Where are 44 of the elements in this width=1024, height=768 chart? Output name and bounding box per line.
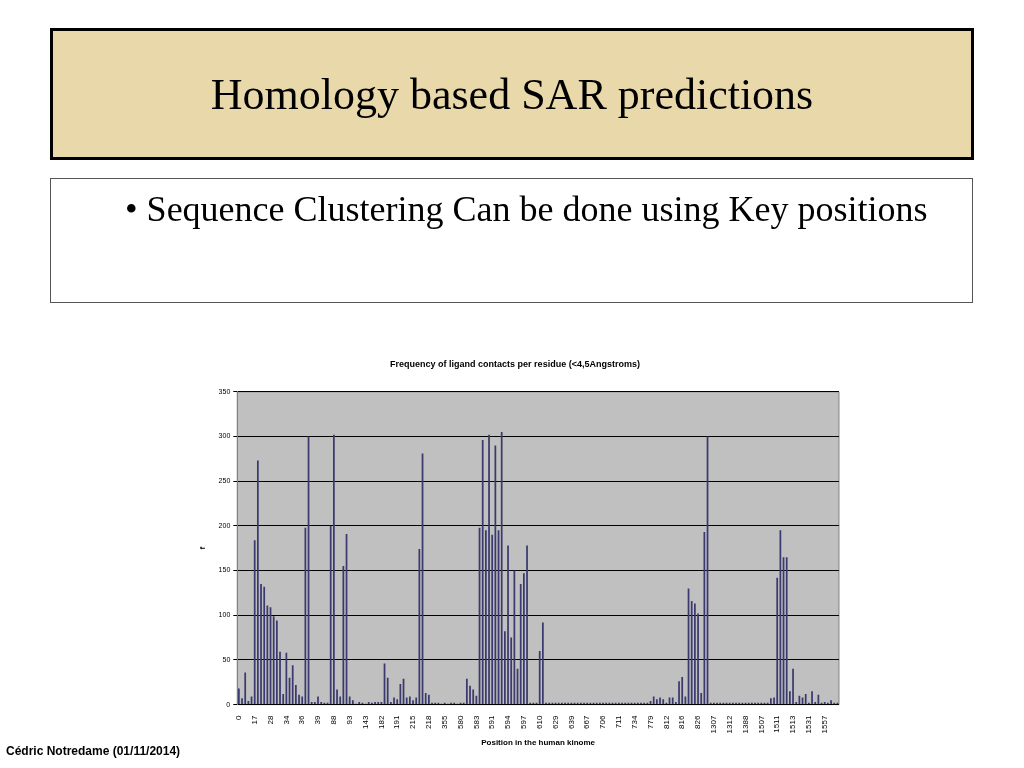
x-tick-label: 639	[566, 715, 576, 729]
x-tick-label: 734	[629, 715, 639, 729]
x-tick-label: 143	[360, 715, 370, 729]
x-tick-label: 610	[534, 715, 544, 729]
x-tick-label: 580	[455, 715, 465, 729]
x-tick-label: 591	[487, 715, 497, 729]
x-tick-label: 1557	[819, 715, 829, 734]
x-tick-label: 711	[614, 715, 624, 729]
x-tick-label: 191	[392, 715, 402, 729]
x-tick-label: 667	[582, 715, 592, 729]
x-tick-label: 583	[471, 715, 481, 729]
x-tick-label: 88	[329, 715, 339, 725]
x-tick-label: 629	[550, 715, 560, 729]
x-tick-label: 594	[503, 715, 513, 729]
text: Homology based SAR predictions	[50, 28, 974, 160]
x-tick-label: 1511	[772, 715, 782, 733]
x-tick-label: 706	[598, 715, 608, 729]
x-tick-label: 215	[408, 715, 418, 729]
y-axis-title: f	[198, 546, 207, 550]
x-tick-label: 355	[439, 715, 449, 729]
x-tick-label: 1507	[756, 715, 766, 734]
x-tick-label: 218	[424, 715, 434, 729]
x-tick-label: 182	[376, 715, 386, 729]
x-tick-label: 597	[519, 715, 529, 729]
text: • Sequence Clustering Can be done using Key positions	[124, 189, 929, 229]
x-tick-label: 0	[234, 715, 244, 721]
x-tick-label: 36	[297, 715, 307, 725]
x-tick-label: 1388	[740, 715, 750, 734]
x-tick-label: 93	[344, 715, 354, 725]
x-axis-title: Position in the human kinome	[481, 738, 596, 748]
chart-title: Frequency of ligand contacts per residue (<4,5Angstroms)	[390, 358, 640, 369]
x-tick-label: 34	[281, 715, 291, 725]
x-tick-label: 1513	[788, 715, 798, 734]
x-tick-label: 826	[693, 715, 703, 729]
x-tick-label: 17	[249, 715, 259, 725]
x-tick-label: 812	[661, 715, 671, 729]
text: Cédric Notredame (01/11/2014)	[6, 744, 181, 758]
x-tick-label: 779	[645, 715, 655, 729]
x-tick-label: 1307	[709, 715, 719, 734]
x-tick-label: 1312	[724, 715, 734, 734]
x-tick-label: 1531	[804, 715, 814, 734]
x-tick-label: 39	[313, 715, 323, 725]
x-tick-label: 816	[677, 715, 687, 729]
x-tick-label: 28	[265, 715, 275, 725]
